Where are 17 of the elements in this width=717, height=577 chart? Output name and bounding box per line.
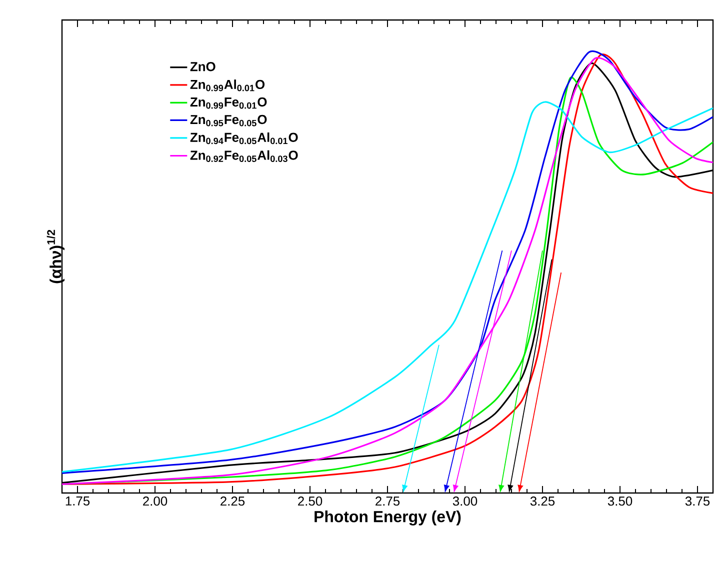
- x-tick-label: 3.00: [452, 496, 478, 506]
- x-tick-label: 3.75: [685, 496, 710, 506]
- legend-label: ZnO: [190, 62, 216, 72]
- legend-label: Zn$_{0.94}$Fe$_{0.05}$Al$_{0.01}$O: [190, 132, 298, 144]
- y-axis-title: (αhν)$^{1/2}$: [46, 230, 64, 284]
- x-axis-title: Photon Energy (eV): [314, 510, 461, 526]
- x-tick-label: 2.75: [376, 496, 400, 506]
- x-tick-label: 2.00: [143, 496, 168, 506]
- legend-label: Zn$_{0.92}$Fe$_{0.05}$Al$_{0.03}$O: [190, 150, 298, 162]
- x-tick-label: 2.25: [220, 496, 245, 506]
- legend-label: Zn$_{0.95}$Fe$_{0.05}$O: [190, 114, 267, 126]
- x-tick-label: 3.50: [608, 496, 632, 506]
- x-tick-label: 1.75: [66, 496, 90, 506]
- x-tick-label: 3.25: [530, 496, 555, 506]
- legend-label: Zn$_{0.99}$Al$_{0.01}$O: [190, 80, 265, 92]
- x-tick-label: 2.50: [298, 496, 322, 506]
- legend-label: Zn$_{0.99}$Fe$_{0.01}$O: [190, 97, 267, 109]
